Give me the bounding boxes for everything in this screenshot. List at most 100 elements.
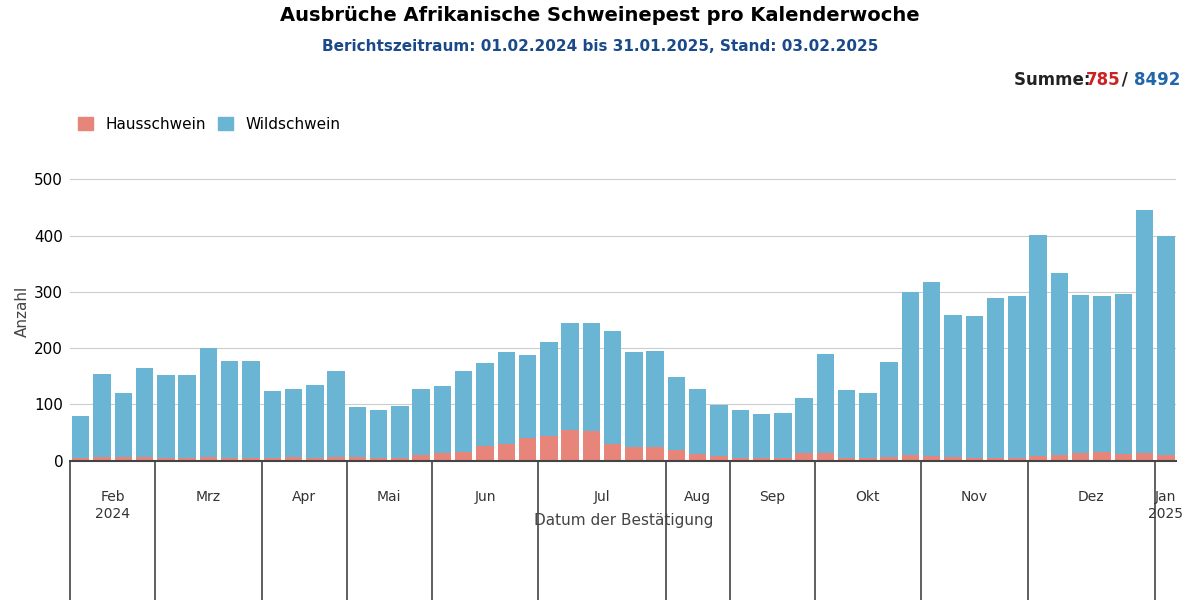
Text: Apr: Apr	[292, 490, 317, 505]
Bar	[264, 458, 281, 461]
Bar	[498, 444, 515, 461]
Bar	[838, 390, 856, 458]
Bar	[966, 316, 983, 458]
Bar	[986, 298, 1004, 458]
Text: Dez: Dez	[1078, 490, 1105, 505]
Bar	[284, 457, 302, 461]
Text: Ausbrüche Afrikanische Schweinepest pro Kalenderwoche: Ausbrüche Afrikanische Schweinepest pro …	[280, 6, 920, 25]
Bar	[752, 414, 770, 458]
Bar	[944, 315, 961, 457]
Text: Jul: Jul	[594, 490, 611, 505]
Bar	[179, 458, 196, 461]
Bar	[476, 364, 493, 446]
Bar	[72, 458, 90, 461]
Bar	[625, 352, 643, 446]
Bar	[94, 457, 110, 461]
Bar	[413, 389, 430, 455]
Bar	[923, 282, 941, 456]
Bar	[604, 331, 622, 444]
Bar	[370, 410, 388, 458]
Bar	[328, 457, 344, 461]
Bar	[625, 446, 643, 461]
Bar	[859, 392, 877, 458]
Bar	[1093, 452, 1111, 461]
Bar	[859, 458, 877, 461]
X-axis label: Datum der Bestätigung: Datum der Bestätigung	[534, 514, 713, 529]
Bar	[455, 371, 473, 452]
Bar	[881, 457, 898, 461]
Bar	[944, 457, 961, 461]
Bar	[710, 406, 727, 456]
Text: Mrz: Mrz	[196, 490, 221, 505]
Bar	[881, 362, 898, 457]
Bar	[796, 398, 812, 453]
Bar	[1072, 295, 1090, 453]
Bar	[1072, 453, 1090, 461]
Bar	[1157, 236, 1175, 455]
Bar	[838, 458, 856, 461]
Bar	[199, 348, 217, 457]
Y-axis label: Anzahl: Anzahl	[16, 286, 30, 337]
Bar	[157, 458, 174, 461]
Bar	[710, 456, 727, 461]
Bar	[242, 458, 259, 461]
Text: Jun: Jun	[474, 490, 496, 505]
Bar	[923, 456, 941, 461]
Bar	[199, 457, 217, 461]
Text: 785: 785	[1086, 71, 1121, 89]
Bar	[284, 389, 302, 457]
Bar	[774, 413, 792, 458]
Bar	[328, 371, 344, 457]
Bar	[540, 343, 558, 436]
Bar	[114, 457, 132, 461]
Bar	[1115, 454, 1132, 461]
Bar	[136, 457, 154, 461]
Bar	[1051, 455, 1068, 461]
Bar	[518, 355, 536, 438]
Bar	[1008, 296, 1026, 458]
Bar	[1051, 274, 1068, 455]
Bar	[604, 444, 622, 461]
Bar	[1136, 211, 1153, 453]
Bar	[221, 458, 239, 461]
Bar	[1136, 453, 1153, 461]
Bar	[689, 389, 707, 454]
Bar	[433, 453, 451, 461]
Bar	[966, 458, 983, 461]
Bar	[433, 386, 451, 453]
Bar	[221, 361, 239, 458]
Text: Summe:: Summe:	[1014, 71, 1097, 89]
Text: Okt: Okt	[856, 490, 880, 505]
Text: Feb
2024: Feb 2024	[95, 490, 130, 521]
Text: 8492: 8492	[1134, 71, 1181, 89]
Bar	[1008, 458, 1026, 461]
Bar	[264, 391, 281, 458]
Bar	[72, 416, 90, 458]
Bar	[583, 323, 600, 431]
Bar	[1030, 235, 1046, 455]
Bar	[562, 323, 578, 430]
Bar	[667, 377, 685, 451]
Bar	[774, 458, 792, 461]
Bar	[349, 457, 366, 461]
Bar	[817, 355, 834, 453]
Bar	[455, 452, 473, 461]
Bar	[732, 458, 749, 461]
Bar	[796, 453, 812, 461]
Bar	[647, 351, 664, 446]
Bar	[94, 374, 110, 457]
Bar	[518, 438, 536, 461]
Bar	[157, 375, 174, 458]
Bar	[391, 406, 409, 458]
Bar	[370, 458, 388, 461]
Legend: Hausschwein, Wildschwein: Hausschwein, Wildschwein	[78, 116, 341, 131]
Bar	[391, 458, 409, 461]
Bar	[498, 352, 515, 444]
Bar	[1115, 293, 1132, 454]
Bar	[540, 436, 558, 461]
Bar	[306, 385, 324, 458]
Bar	[136, 368, 154, 457]
Text: Sep: Sep	[760, 490, 785, 505]
Text: Jan
2025: Jan 2025	[1148, 490, 1183, 521]
Text: Berichtszeitraum: 01.02.2024 bis 31.01.2025, Stand: 03.02.2025: Berichtszeitraum: 01.02.2024 bis 31.01.2…	[322, 39, 878, 54]
